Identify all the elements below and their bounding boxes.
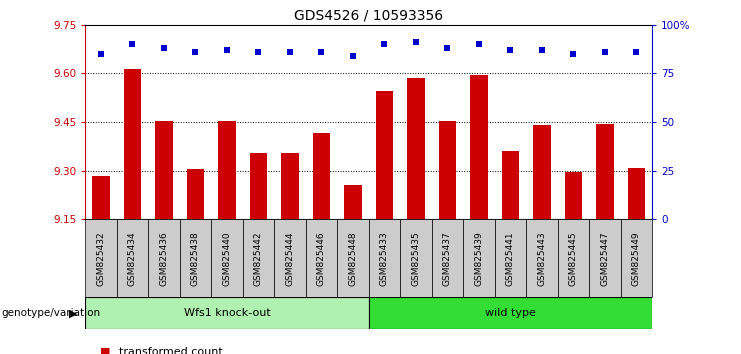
Bar [621,219,652,297]
Bar [219,120,236,219]
Point [127,41,139,47]
Bar [368,219,400,297]
Bar [274,219,306,297]
Text: wild type: wild type [485,308,536,318]
Bar [211,219,243,297]
Bar [597,124,614,219]
Point [599,49,611,55]
Bar [471,75,488,219]
Bar [368,297,652,329]
Bar [502,152,519,219]
Text: genotype/variation: genotype/variation [1,308,101,318]
Point [379,41,391,47]
Text: GSM825448: GSM825448 [348,231,357,286]
Bar [376,91,393,219]
Bar [282,153,299,219]
Bar [93,176,110,219]
Text: ▶: ▶ [70,308,78,318]
Text: GSM825435: GSM825435 [411,231,420,286]
Text: GSM825441: GSM825441 [506,231,515,286]
Bar [431,219,463,297]
Text: GSM825436: GSM825436 [159,231,168,286]
Text: GSM825437: GSM825437 [443,231,452,286]
Text: GSM825445: GSM825445 [569,231,578,286]
Bar [156,120,173,219]
Text: GSM825443: GSM825443 [537,231,546,286]
Point [473,41,485,47]
Point [505,47,516,53]
Point [347,53,359,59]
Point [536,47,548,53]
Bar [439,120,456,219]
Bar [250,153,267,219]
Text: Wfs1 knock-out: Wfs1 knock-out [184,308,270,318]
Point [442,45,453,51]
Bar [148,219,179,297]
Text: GSM825432: GSM825432 [96,231,105,286]
Text: GSM825442: GSM825442 [254,231,263,286]
Point [158,45,170,51]
Bar [534,125,551,219]
Text: GSM825447: GSM825447 [600,231,609,286]
Text: GSM825444: GSM825444 [285,231,294,286]
Text: GSM825439: GSM825439 [474,231,483,286]
Bar [463,219,495,297]
Text: GDS4526 / 10593356: GDS4526 / 10593356 [294,9,443,23]
Bar [85,219,117,297]
Text: transformed count: transformed count [119,347,222,354]
Bar [187,169,204,219]
Bar [179,219,211,297]
Bar [306,219,337,297]
Bar [117,219,148,297]
Bar [526,219,557,297]
Bar [124,69,141,219]
Bar [557,219,589,297]
Point [95,51,107,57]
Text: GSM825433: GSM825433 [380,231,389,286]
Point [253,49,265,55]
Text: GSM825449: GSM825449 [632,231,641,286]
Point [316,49,328,55]
Bar [337,219,368,297]
Text: GSM825440: GSM825440 [222,231,231,286]
Text: ■: ■ [100,347,110,354]
Bar [85,297,369,329]
Point [631,49,642,55]
Bar [495,219,526,297]
Bar [345,185,362,219]
Point [410,40,422,45]
Point [284,49,296,55]
Point [190,49,202,55]
Text: GSM825446: GSM825446 [317,231,326,286]
Bar [628,167,645,219]
Bar [408,78,425,219]
Point [568,51,579,57]
Bar [565,172,582,219]
Text: GSM825434: GSM825434 [128,231,137,286]
Point [221,47,233,53]
Bar [243,219,274,297]
Bar [400,219,431,297]
Bar [589,219,620,297]
Bar [313,133,330,219]
Text: GSM825438: GSM825438 [191,231,200,286]
